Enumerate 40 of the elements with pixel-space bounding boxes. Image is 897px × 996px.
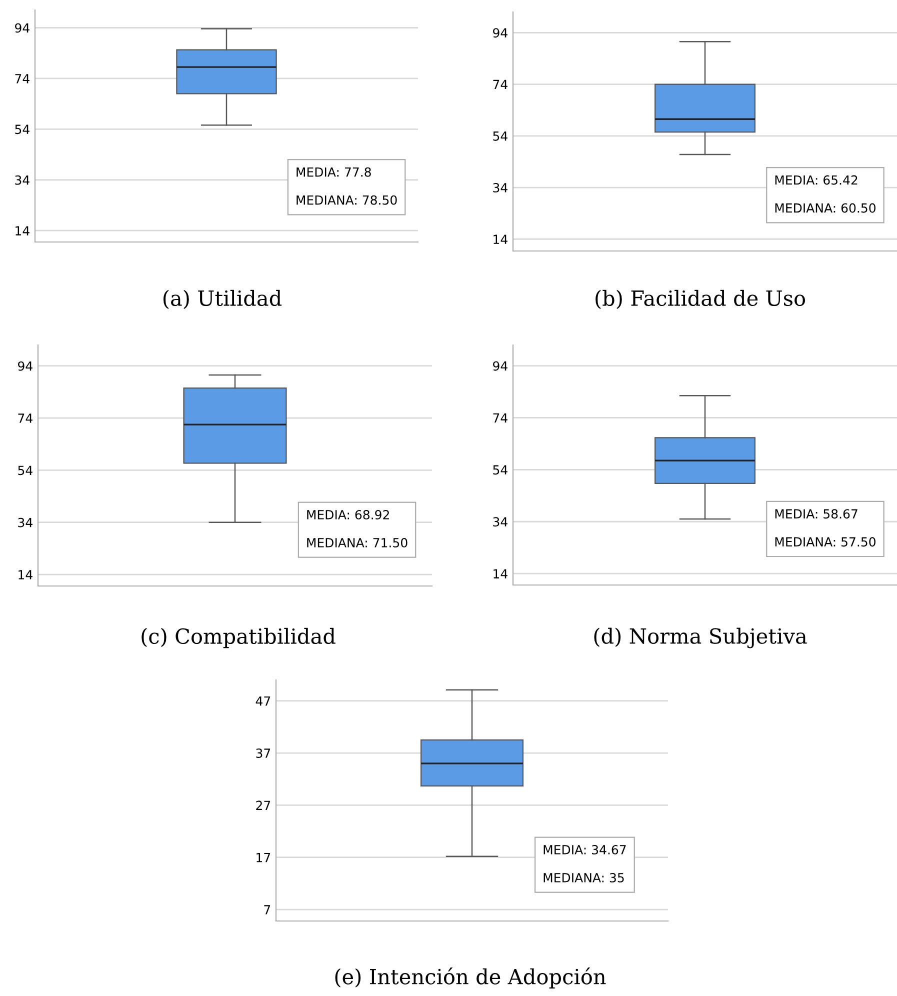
text: (c) Compatibilidad [142, 628, 336, 648]
y-tick-label: 14 [494, 569, 508, 578]
y-tick-label: 37 [256, 748, 270, 758]
y-tick-label: 74 [15, 74, 30, 84]
y-tick-label: 74 [493, 413, 508, 422]
y-tick-label: 17 [256, 852, 270, 862]
y-tick-label: 34 [18, 518, 32, 528]
text: (d) Norma Subjetiva [594, 628, 807, 648]
y-tick-label: 54 [493, 465, 508, 475]
y-tick-label: 34 [493, 182, 508, 192]
y-tick-label: 14 [18, 570, 32, 580]
y-tick-label: 74 [18, 414, 32, 423]
y-tick-label: 94 [493, 28, 508, 38]
annotation: MEDIA: 65.42 [775, 175, 858, 185]
y-tick-label: 27 [256, 800, 270, 810]
y-tick-label: 34 [493, 517, 508, 527]
y-tick-label: 94 [18, 361, 32, 371]
annotation: MEDIANA: 35 [544, 872, 624, 882]
y-tick-label: 14 [494, 234, 508, 244]
y-tick-label: 34 [15, 175, 30, 185]
y-tick-label: 54 [18, 466, 32, 476]
annotation: MEDIA: 34.67 [544, 844, 626, 854]
annotation: MEDIANA: 57.50 [775, 537, 876, 547]
annotation: MEDIANA: 71.50 [307, 538, 408, 548]
text: (b) Facilidad de Uso [596, 290, 806, 309]
annotation: MEDIA: 77.8 [296, 167, 371, 177]
text: (e) Intención de Adopción [335, 968, 606, 988]
y-tick-label: 54 [15, 124, 30, 134]
annotation: MEDIA: 58.67 [775, 509, 858, 519]
y-tick-label: 74 [493, 80, 508, 90]
annotation: MEDIANA: 60.50 [775, 203, 876, 213]
text: (a) Utilidad [163, 290, 282, 309]
y-tick-label: 94 [493, 361, 508, 371]
annotation: MEDIA: 68.92 [307, 510, 389, 520]
y-tick-label: 94 [15, 23, 30, 33]
y-tick-label: 54 [493, 132, 508, 141]
y-tick-label: 14 [16, 226, 30, 236]
y-tick-label: 47 [256, 696, 270, 706]
annotation: MEDIANA: 78.50 [296, 195, 397, 205]
y-tick-label: 7 [264, 905, 270, 914]
